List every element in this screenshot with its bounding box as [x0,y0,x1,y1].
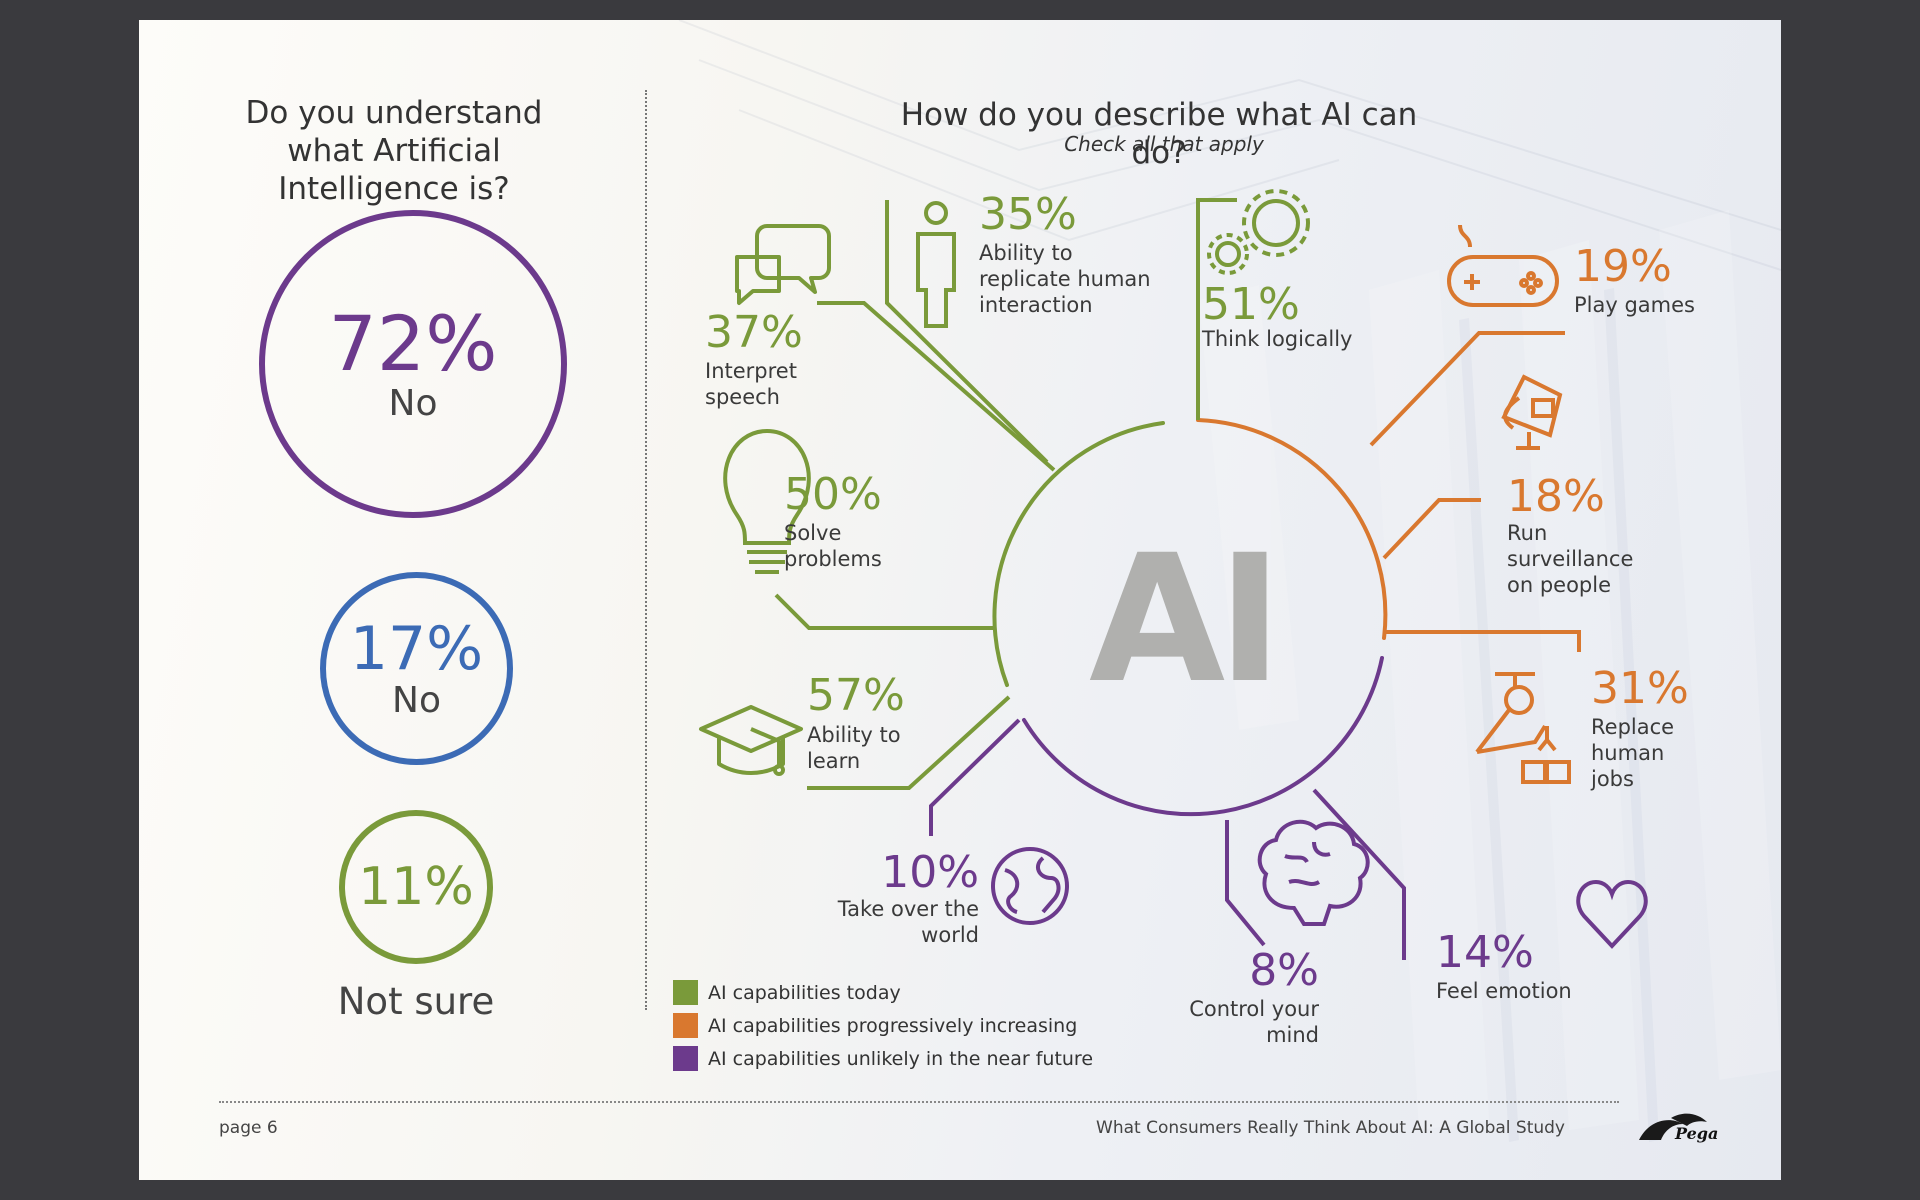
mind-percent: 8% [1249,945,1319,996]
pega-logo: Pega [1635,1110,1721,1146]
think-percent: 51% [1202,279,1300,330]
jobs-label-2: human [1591,741,1665,765]
ring-arc-purple [1022,656,1384,817]
left-question: Do you understand what Artificial Intell… [245,95,543,207]
footer-title: What Consumers Really Think About AI: A … [1096,1118,1565,1138]
mind-label-1: Control your [1189,997,1319,1021]
lightbulb-icon [723,428,811,574]
legend-swatch-orange [673,1013,698,1038]
learn-label-2: learn [807,749,861,773]
connector-emotion [1312,788,1406,960]
replicate-label-3: interaction [979,293,1093,317]
connector-replicate [885,200,1049,464]
heart-icon [1576,879,1648,949]
replicate-percent: 35% [979,189,1077,240]
speech-bubbles-icon [735,224,831,305]
yes-circle: 72% No [259,210,567,518]
person-icon [916,201,956,328]
jobs-percent: 31% [1591,663,1689,714]
learn-percent: 57% [807,670,905,721]
vertical-divider [645,90,647,1010]
replicate-label-2: replicate human [979,267,1151,291]
ai-radial-diagram [699,189,1648,960]
connector-learn [807,695,1011,790]
surveillance-label-1: Run [1507,521,1548,545]
not-sure-label: Not sure [337,980,495,1023]
report-page: Do you understand what Artificial Intell… [139,20,1781,1180]
solve-label-2: problems [784,547,882,571]
legend-label-unlikely: AI capabilities unlikely in the near fut… [708,1047,1094,1070]
solve-label-1: Solve [784,521,842,545]
solve-percent: 50% [784,469,882,520]
legend-label-increasing: AI capabilities progressively increasing [708,1014,1078,1037]
connector-solve [774,593,995,630]
world-label-1: Take over the world [837,897,979,947]
gears-icon [1207,189,1310,275]
no-circle: 17% No [320,572,513,765]
emotion-percent: 14% [1436,927,1534,978]
connector-surveillance [1382,498,1481,560]
interpret-speech-label-1: Interpret [705,359,797,383]
jobs-label-1: Replace [1591,715,1675,739]
right-subtitle: Check all that apply [1064,132,1264,156]
not-sure-circle: 11% [339,810,493,964]
connector-interpret-speech [817,301,1056,472]
ring-arc-orange [1196,418,1388,640]
surveillance-label-3: on people [1507,573,1612,597]
right-question: How do you describe what AI can do? [900,97,1418,171]
connector-world [929,718,1021,836]
interpret-speech-percent: 37% [705,307,803,358]
interpret-speech-label-2: speech [705,385,780,409]
connector-mind [1225,820,1266,947]
surveillance-percent: 18% [1507,471,1605,522]
footer-rule [219,1101,1619,1103]
robot-arm-icon [1475,672,1571,784]
no-label: No [392,679,441,721]
no-percent: 17% [349,613,484,684]
brain-icon [1257,819,1370,926]
think-label-1: Think logically [1202,327,1353,351]
surveillance-label-2: surveillance [1507,547,1634,571]
ai-center-text: AI [1089,517,1283,722]
connector-jobs [1385,630,1581,652]
emotion-label-1: Feel emotion [1436,979,1572,1003]
ring-arc-green [992,421,1165,687]
replicate-label-1: Ability to [979,241,1073,265]
legend-item-unlikely: AI capabilities unlikely in the near fut… [673,1046,1093,1071]
legend-swatch-green [673,980,698,1005]
not-sure-percent: 11% [358,857,474,917]
legend-label-today: AI capabilities today [708,981,901,1004]
legend-item-today: AI capabilities today [673,980,901,1005]
yes-percent: 72% [328,299,498,388]
legend-swatch-purple [673,1046,698,1071]
games-percent: 19% [1574,241,1672,292]
legend-item-increasing: AI capabilities progressively increasing [673,1013,1077,1038]
mind-label-2: mind [1266,1023,1319,1047]
jobs-label-3: jobs [1591,767,1634,791]
pega-logo-text: Pega [1675,1124,1719,1143]
page-number: page 6 [219,1118,278,1138]
yes-label: No [388,383,438,424]
game-controller-icon [1447,224,1559,307]
connector-think [1196,198,1237,420]
surveillance-camera-icon [1501,374,1563,450]
connector-games [1369,331,1565,447]
world-percent: 10% [881,847,979,898]
globe-icon [991,847,1069,925]
games-label-1: Play games [1574,293,1695,317]
learn-label-1: Ability to [807,723,901,747]
graduation-cap-icon [699,705,803,776]
pega-logo-mark [1639,1113,1707,1140]
